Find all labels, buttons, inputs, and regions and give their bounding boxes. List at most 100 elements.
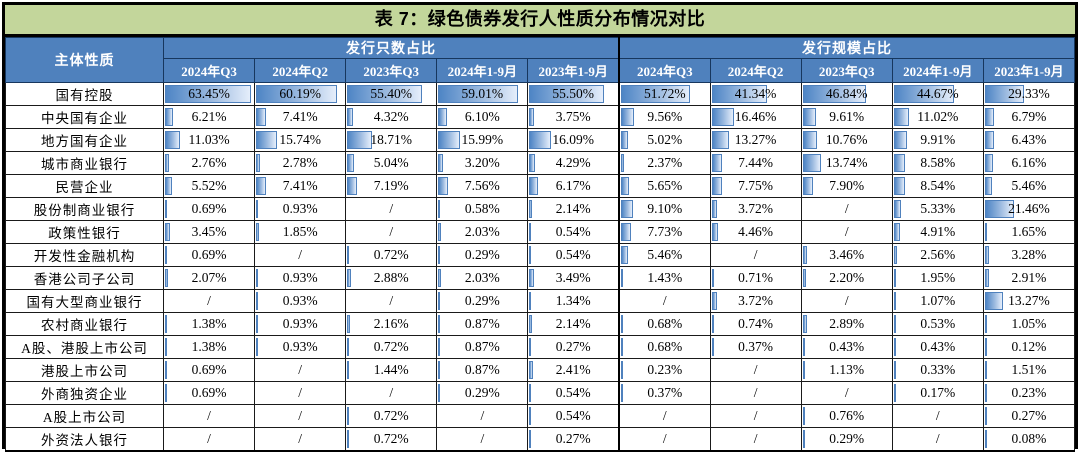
value-cell: /	[436, 427, 529, 452]
value-cell: 1.05%	[982, 312, 1076, 336]
value-cell: 55.50%	[527, 82, 620, 106]
data-bar	[893, 361, 896, 379]
data-bar	[256, 131, 278, 149]
cell-value-text: 3.49%	[555, 270, 591, 285]
table-row: 股份制商业银行 0.69% 0.93% / 0.58% 2.14% 9.10% 3.72% / 5…	[5, 197, 1076, 221]
cell-value-text: /	[298, 431, 303, 446]
cell-value-text: 6.17%	[555, 178, 591, 193]
row-label: 国有大型商业银行	[5, 289, 164, 313]
value-cell: 7.75%	[709, 174, 802, 198]
data-bar	[165, 131, 180, 149]
cell-value-text: /	[207, 408, 211, 423]
data-bar	[347, 430, 350, 448]
cell-value-text: 2.56%	[920, 247, 956, 262]
data-bar	[711, 292, 717, 310]
data-bar	[984, 200, 1014, 218]
value-cell: 63.45%	[162, 82, 256, 106]
value-cell: 0.93%	[254, 197, 347, 221]
data-bar	[529, 177, 538, 195]
row-label: 外商独资企业	[5, 381, 164, 405]
value-cell: 6.21%	[162, 105, 256, 129]
value-cell: 10.76%	[800, 128, 893, 152]
data-bar	[802, 177, 814, 195]
cell-value-text: /	[844, 293, 849, 308]
cell-value-text: 0.74%	[738, 316, 774, 331]
value-cell: 0.93%	[254, 266, 347, 290]
data-bar	[438, 131, 460, 149]
data-bar	[802, 315, 807, 333]
value-cell: 0.53%	[891, 312, 984, 336]
cell-value-text: 1.07%	[920, 293, 956, 308]
value-cell: 0.29%	[800, 427, 893, 452]
value-cell: /	[709, 404, 802, 428]
value-cell: 0.37%	[709, 335, 802, 359]
value-cell: 0.29%	[436, 289, 529, 313]
column-header: 2024年1-9月	[436, 58, 529, 83]
value-cell: 2.03%	[436, 220, 529, 244]
data-bar	[893, 223, 901, 241]
row-label: 城市商业银行	[5, 151, 164, 175]
data-bar	[984, 430, 987, 448]
data-bar	[347, 131, 373, 149]
period-header-row: 2024年Q3 2024年Q2 2023年Q3 2024年1-9月 2023年1-9月 2…	[6, 58, 1076, 83]
value-cell: 0.08%	[982, 427, 1076, 452]
value-cell: /	[800, 381, 893, 405]
value-cell: 59.01%	[436, 82, 529, 106]
value-cell: 0.69%	[162, 381, 256, 405]
data-bar	[165, 85, 251, 103]
value-cell: 0.54%	[527, 220, 620, 244]
value-cell: 2.07%	[162, 266, 256, 290]
value-cell: 5.46%	[982, 174, 1076, 198]
data-bar	[802, 108, 816, 126]
cell-value-text: 7.56%	[464, 178, 500, 193]
cell-value-text: 2.14%	[555, 316, 591, 331]
cell-value-text: 0.72%	[373, 431, 409, 446]
cell-value-text: 0.93%	[282, 316, 318, 331]
data-bar	[438, 384, 441, 402]
cell-value-text: 2.37%	[647, 155, 683, 170]
cell-value-text: 4.91%	[920, 224, 956, 239]
cell-value-text: /	[298, 362, 303, 377]
cell-value-text: 41.34%	[734, 86, 777, 101]
data-bar	[984, 177, 993, 195]
value-cell: /	[162, 404, 256, 428]
value-cell: 0.72%	[345, 335, 438, 359]
value-cell: 0.72%	[345, 427, 438, 452]
row-label: 国有控股	[5, 82, 164, 106]
value-cell: 6.17%	[527, 174, 620, 198]
cell-value-text: 0.54%	[555, 385, 591, 400]
data-bar	[256, 338, 259, 356]
cell-value-text: 55.40%	[370, 86, 413, 101]
value-cell: 2.88%	[345, 266, 438, 290]
data-bar	[256, 85, 338, 103]
value-cell: 1.38%	[162, 335, 256, 359]
data-bar	[529, 85, 604, 103]
cell-value-text: 0.23%	[1011, 385, 1047, 400]
data-bar	[165, 361, 167, 379]
value-cell: 0.54%	[527, 381, 620, 405]
cell-value-text: 6.21%	[191, 109, 227, 124]
data-bar	[893, 384, 896, 402]
cell-value-text: 44.67%	[916, 86, 959, 101]
cell-value-text: 0.27%	[555, 431, 591, 446]
value-cell: 0.37%	[617, 381, 711, 405]
data-bar	[165, 315, 167, 333]
data-bar	[165, 338, 167, 356]
value-cell: 0.68%	[617, 312, 711, 336]
cell-value-text: 13.27%	[1008, 293, 1050, 308]
cell-value-text: 2.78%	[282, 155, 318, 170]
value-cell: 0.72%	[345, 243, 438, 267]
data-bar	[984, 223, 988, 241]
data-bar	[802, 361, 805, 379]
value-cell: 60.19%	[254, 82, 347, 106]
data-bar	[802, 246, 808, 264]
value-cell: 2.20%	[800, 266, 893, 290]
value-cell: /	[436, 404, 529, 428]
value-cell: /	[800, 220, 893, 244]
value-cell: 0.29%	[436, 381, 529, 405]
data-bar	[984, 154, 994, 172]
value-cell: 0.27%	[527, 427, 620, 452]
data-bar	[802, 407, 805, 425]
value-cell: 5.46%	[617, 243, 711, 267]
cell-value-text: /	[753, 408, 758, 423]
